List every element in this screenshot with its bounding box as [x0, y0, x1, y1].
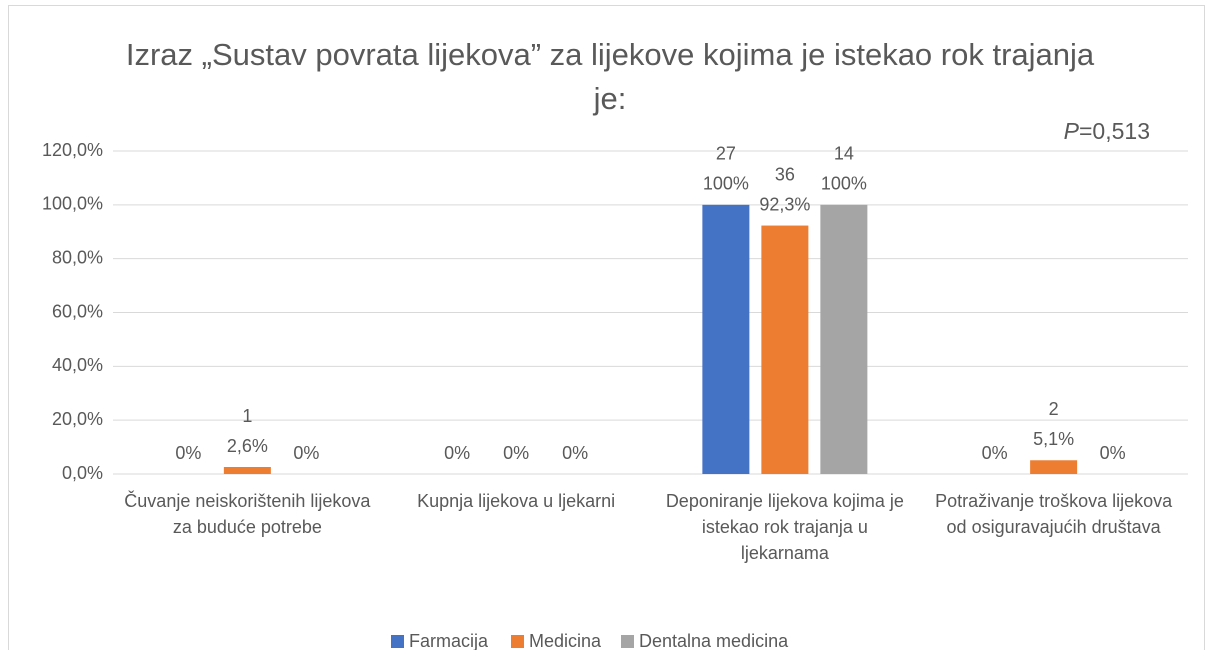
chart-title: Izraz „Sustav povrata lijekova” za lijek…	[125, 37, 1095, 116]
annotation-symbol: P	[1064, 118, 1080, 144]
legend-swatch	[621, 635, 634, 648]
data-label: 0%	[175, 443, 201, 463]
count-label: 1	[242, 406, 252, 426]
x-tick-label: Kupnja lijekova u ljekarni	[417, 491, 616, 511]
y-tick-label: 20,0%	[52, 409, 103, 429]
legend-label: Dentalna medicina	[639, 631, 789, 650]
legend-label: Medicina	[529, 631, 602, 650]
data-label: 0%	[293, 443, 319, 463]
data-label: 2,6%	[227, 436, 268, 456]
y-tick-label: 60,0%	[52, 301, 103, 321]
y-tick-label: 120,0%	[42, 140, 103, 160]
data-label: 100%	[821, 174, 867, 194]
data-label: 0%	[982, 443, 1008, 463]
legend-swatch	[511, 635, 524, 648]
data-label: 100%	[703, 174, 749, 194]
y-tick-label: 80,0%	[52, 247, 103, 267]
data-label: 0%	[503, 443, 529, 463]
bar	[820, 204, 868, 475]
bar	[223, 467, 271, 474]
data-label: 0%	[444, 443, 470, 463]
x-tick-label: Potraživanje troškova lijekova od osigur…	[935, 491, 1173, 537]
data-label: 0%	[562, 443, 588, 463]
y-tick-label: 100,0%	[42, 194, 103, 214]
bar	[761, 225, 809, 474]
y-tick-label: 0,0%	[62, 463, 103, 483]
chart-border	[8, 5, 1205, 650]
x-tick-label: Deponiranje lijekova kojima je istekao r…	[665, 491, 904, 563]
count-label: 14	[834, 144, 854, 164]
data-label: 92,3%	[759, 194, 810, 214]
bar	[1030, 460, 1078, 474]
data-label: 5,1%	[1033, 429, 1074, 449]
count-label: 27	[716, 144, 736, 164]
annotation-text: =0,513	[1079, 118, 1150, 144]
data-label: 0%	[1100, 443, 1126, 463]
bar	[702, 204, 750, 475]
legend-swatch	[391, 635, 404, 648]
y-tick-label: 40,0%	[52, 355, 103, 375]
annotation: P=0,513	[1064, 118, 1150, 144]
x-tick-label: Čuvanje neiskorištenih lijekova za buduć…	[124, 491, 371, 537]
count-label: 2	[1049, 399, 1059, 419]
legend-label: Farmacija	[409, 631, 489, 650]
count-label: 36	[775, 164, 795, 184]
